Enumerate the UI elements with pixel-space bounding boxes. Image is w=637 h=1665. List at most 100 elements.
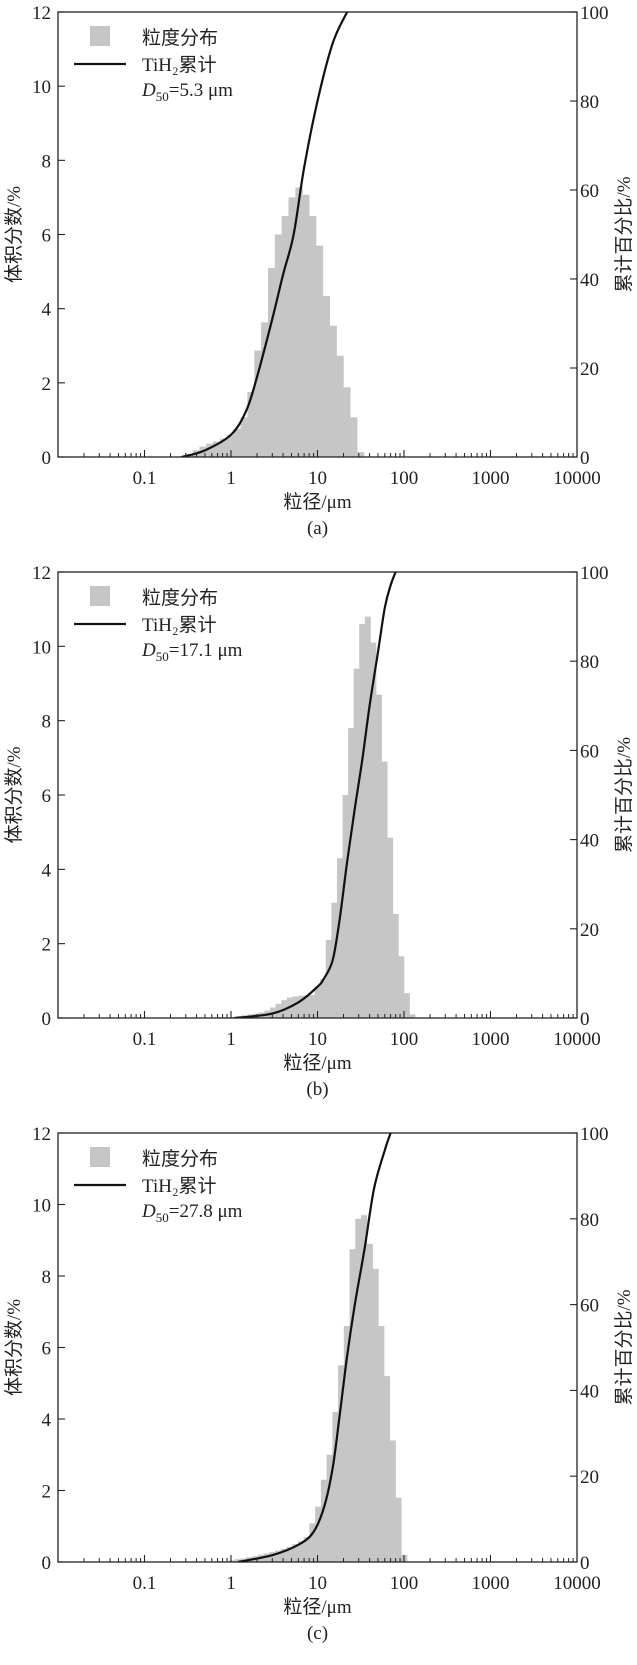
histogram-bar <box>383 1376 391 1562</box>
histogram-bar <box>240 417 248 457</box>
y-axis-label: 体积分数/% <box>3 1299 25 1396</box>
histogram-bar <box>302 194 310 457</box>
histogram-bar <box>343 387 351 457</box>
histogram-bar <box>336 858 343 1018</box>
histogram-bar <box>336 355 344 457</box>
x-tick-label: 1000 <box>472 468 510 489</box>
x-tick-label: 0.1 <box>133 1029 157 1050</box>
x-tick-label: 10 <box>308 1573 327 1594</box>
legend: 粒度分布 TiH₂累计 D50=17.1 μm <box>74 586 243 664</box>
y-tick-label: 4 <box>42 1410 52 1431</box>
panel-caption: (c) <box>307 1623 328 1644</box>
y2-tick-label: 0 <box>580 1553 590 1574</box>
histogram-bar <box>372 1268 379 1562</box>
histogram-bar <box>309 215 317 457</box>
x-tick-label: 1000 <box>472 1029 510 1050</box>
histogram-bar <box>389 1440 396 1562</box>
histogram-bar <box>297 995 304 1018</box>
histogram-bar <box>378 1326 385 1562</box>
x-tick-label: 1 <box>226 468 236 489</box>
histogram-bar <box>357 452 365 457</box>
x-axis-label: 粒径/μm <box>283 1052 351 1074</box>
histogram-bar <box>398 956 405 1018</box>
histogram-bar <box>322 296 330 457</box>
x-tick-label: 10 <box>308 1029 327 1050</box>
legend-bar-label: 粒度分布 <box>142 1148 218 1170</box>
x-tick-label: 0.1 <box>133 468 157 489</box>
d50-value: =17.1 μm <box>169 640 243 661</box>
y-tick-label: 4 <box>42 300 52 321</box>
d50-value: =27.8 μm <box>169 1201 243 1222</box>
panel-c: 0.1 1 10 100 1000 10000024681012020406080100体… <box>3 1124 635 1644</box>
histogram-bar <box>229 1560 236 1562</box>
plot-frame <box>57 1132 578 1563</box>
histogram-bar <box>320 1479 328 1562</box>
d50-annotation: D50=17.1 μm <box>141 640 243 664</box>
legend-line-label: TiH₂累计 <box>142 1175 217 1197</box>
y2-tick-label: 40 <box>580 1381 599 1402</box>
legend-bar-swatch <box>90 1147 110 1167</box>
y-tick-label: 8 <box>42 712 52 733</box>
y-tick-label: 12 <box>32 3 51 24</box>
histogram-bar <box>274 1550 282 1562</box>
histogram-bar <box>226 434 235 457</box>
legend: 粒度分布 TiH₂累计 D50=27.8 μm <box>74 1147 243 1225</box>
legend-line-label: TiH₂累计 <box>142 614 217 636</box>
histogram-bar <box>325 939 332 1018</box>
y-tick-label: 8 <box>42 151 52 172</box>
histogram-bar <box>364 616 371 1018</box>
histogram-bar <box>342 795 349 1018</box>
y-tick-label: 12 <box>32 1124 51 1145</box>
y-tick-label: 0 <box>42 1009 52 1030</box>
y2-tick-label: 80 <box>580 1210 599 1231</box>
y-tick-label: 10 <box>32 77 51 98</box>
y2-axis-label: 累计百分比/% <box>613 737 635 853</box>
histogram-bar <box>206 443 214 457</box>
cumulative-curve <box>237 1133 392 1562</box>
y-tick-label: 2 <box>42 935 52 956</box>
d50-value: =5.3 μm <box>169 80 233 101</box>
y2-tick-label: 60 <box>580 741 599 762</box>
d50-symbol: D <box>141 640 156 661</box>
histogram-bar <box>331 902 338 1018</box>
histogram-bar <box>274 234 283 457</box>
histogram-bar <box>359 624 366 1018</box>
histogram-bar <box>309 1523 316 1562</box>
y2-axis-label: 累计百分比/% <box>613 176 635 292</box>
legend-bar-swatch <box>90 26 110 46</box>
histogram-bar <box>269 1551 276 1562</box>
panel-caption: (b) <box>306 1079 328 1100</box>
y-axis-label: 体积分数/% <box>3 746 25 843</box>
histogram-bar <box>292 1544 299 1562</box>
x-tick-label: 10 <box>308 468 327 489</box>
y-tick-label: 6 <box>42 786 52 807</box>
x-tick-label: 100 <box>390 1029 419 1050</box>
cumulative-curve <box>234 572 397 1018</box>
histogram-bar <box>343 1326 350 1562</box>
y2-tick-label: 0 <box>580 1009 590 1030</box>
x-axis-label: 粒径/μm <box>283 491 351 513</box>
histogram-bar <box>329 325 337 457</box>
y-tick-label: 10 <box>32 637 51 658</box>
histogram-bars <box>231 616 416 1018</box>
histogram-bar <box>320 978 327 1018</box>
panel-a: 0.1 1 10 100 1000 10000024681012020406080100体… <box>3 3 635 539</box>
histogram-bar <box>366 1243 373 1562</box>
histogram-bar <box>220 438 228 457</box>
legend-bar-label: 粒度分布 <box>142 27 218 49</box>
x-tick-label: 10000 <box>553 1029 601 1050</box>
y-tick-label: 0 <box>42 448 52 469</box>
y2-tick-label: 60 <box>580 1296 599 1317</box>
histogram-bar <box>303 995 310 1018</box>
x-tick-label: 1 <box>226 1573 236 1594</box>
histogram-bar <box>403 993 410 1018</box>
histogram-bar <box>349 1249 356 1562</box>
histogram-bar <box>297 1541 305 1562</box>
histogram-bar <box>326 1454 333 1562</box>
histogram-bar <box>267 267 276 457</box>
d50-subscript: 50 <box>156 89 169 104</box>
legend-line-label: TiH₂累计 <box>142 54 217 76</box>
y-axis-label: 体积分数/% <box>3 186 25 283</box>
histogram-bars <box>229 1215 408 1562</box>
